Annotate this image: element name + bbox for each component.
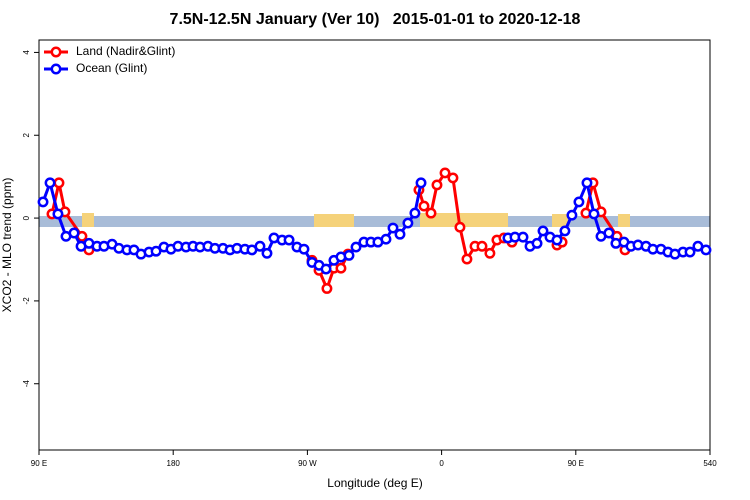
- data-point: [581, 177, 593, 189]
- land-mask: [314, 214, 354, 227]
- data-point: [684, 246, 696, 258]
- land-mask: [82, 213, 94, 227]
- legend-marker: [50, 63, 62, 75]
- data-point: [461, 253, 473, 265]
- data-point: [254, 240, 266, 252]
- data-point: [700, 244, 712, 256]
- data-point: [409, 207, 421, 219]
- data-point: [52, 208, 64, 220]
- data-point: [603, 227, 615, 239]
- data-point: [431, 179, 443, 191]
- data-point: [44, 177, 56, 189]
- data-point: [517, 231, 529, 243]
- x-tick-label: 180: [167, 459, 181, 468]
- data-point: [321, 283, 333, 294]
- data-point: [566, 209, 578, 221]
- data-point: [68, 227, 80, 239]
- ocean-band: [39, 216, 710, 227]
- x-tick-label: 90 W: [298, 459, 317, 468]
- data-point: [447, 172, 459, 184]
- data-point: [53, 177, 65, 189]
- data-point: [283, 234, 295, 246]
- y-axis-label: XCO2 - MLO trend (ppm): [0, 178, 14, 313]
- data-point: [439, 167, 451, 179]
- land-mask: [618, 214, 630, 227]
- data-point: [476, 240, 488, 252]
- land-mask: [420, 213, 508, 227]
- x-tick-label: 540: [703, 459, 717, 468]
- data-point: [37, 196, 49, 208]
- data-point: [320, 263, 332, 275]
- data-point: [484, 247, 496, 259]
- data-point: [425, 207, 437, 219]
- data-point: [559, 225, 571, 237]
- data-point: [415, 177, 427, 189]
- data-point: [454, 221, 466, 233]
- y-tick-label: 0: [22, 215, 31, 220]
- x-tick-label: 0: [439, 459, 444, 468]
- data-point: [380, 233, 392, 245]
- plot-frame: [38, 39, 711, 451]
- legend-marker: [50, 46, 62, 58]
- data-point: [298, 243, 310, 255]
- data-point: [387, 222, 399, 234]
- y-tick-label: 4: [22, 50, 31, 55]
- data-point: [551, 234, 563, 246]
- data-point: [394, 228, 406, 240]
- land-mask: [552, 214, 568, 227]
- data-point: [418, 200, 430, 212]
- y-tick-label: 2: [22, 132, 31, 137]
- data-point: [588, 208, 600, 220]
- x-tick-label: 90 E: [568, 459, 584, 468]
- y-tick-label: -4: [22, 380, 31, 388]
- data-point: [537, 225, 549, 237]
- x-tick-label: 90 E: [31, 459, 47, 468]
- data-point: [350, 241, 362, 253]
- data-point: [573, 196, 585, 208]
- data-point: [261, 247, 273, 259]
- legend-label: Land (Nadir&Glint): [76, 44, 175, 58]
- x-axis-label: Longitude (deg E): [327, 476, 422, 490]
- data-point: [531, 237, 543, 249]
- band: [39, 213, 710, 227]
- data-point: [343, 249, 355, 261]
- data-point: [150, 245, 162, 257]
- legend: Land (Nadir&Glint) Ocean (Glint): [44, 44, 175, 75]
- chart-title: 7.5N-12.5N January (Ver 10) 2015-01-01 t…: [170, 11, 581, 28]
- data-point: [402, 217, 414, 229]
- legend-label: Ocean (Glint): [76, 61, 147, 75]
- y-tick-label: -2: [22, 297, 31, 305]
- data-point: [335, 262, 347, 274]
